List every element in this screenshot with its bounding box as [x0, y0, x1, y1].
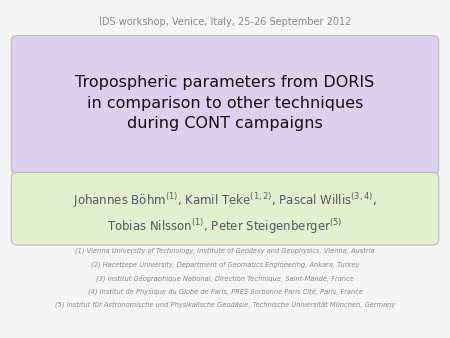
Text: IDS workshop, Venice, Italy, 25-26 September 2012: IDS workshop, Venice, Italy, 25-26 Septe…: [99, 17, 351, 27]
Text: (2) Hacettepe University, Department of Geomatics Engineering, Ankara, Turkey: (2) Hacettepe University, Department of …: [91, 261, 359, 268]
Text: Tobias Nilsson$^{(1)}$, Peter Steigenberger$^{(5)}$: Tobias Nilsson$^{(1)}$, Peter Steigenber…: [107, 217, 343, 236]
FancyBboxPatch shape: [11, 35, 439, 174]
Text: (5) Institut für Astronomische und Physikalische Geodäsie, Technische Universitä: (5) Institut für Astronomische und Physi…: [55, 301, 395, 308]
Text: (3) Institut Géographique National, Direction Technique, Saint-Mandé, France: (3) Institut Géographique National, Dire…: [96, 274, 354, 282]
Text: Tropospheric parameters from DORIS
in comparison to other techniques
during CONT: Tropospheric parameters from DORIS in co…: [76, 75, 374, 131]
Text: (1) Vienna University of Technology, Institute of Geodesy and Geophysics, Vienna: (1) Vienna University of Technology, Ins…: [75, 247, 375, 254]
FancyBboxPatch shape: [11, 172, 439, 245]
Text: Johannes Böhm$^{(1)}$, Kamil Teke$^{(1, 2)}$, Pascal Willis$^{(3, 4)}$,: Johannes Böhm$^{(1)}$, Kamil Teke$^{(1, …: [73, 191, 377, 210]
Text: (4) Institut de Physique du Globe de Paris, PRES Sorbonne Paris Cité, Paris, Fra: (4) Institut de Physique du Globe de Par…: [87, 288, 363, 295]
